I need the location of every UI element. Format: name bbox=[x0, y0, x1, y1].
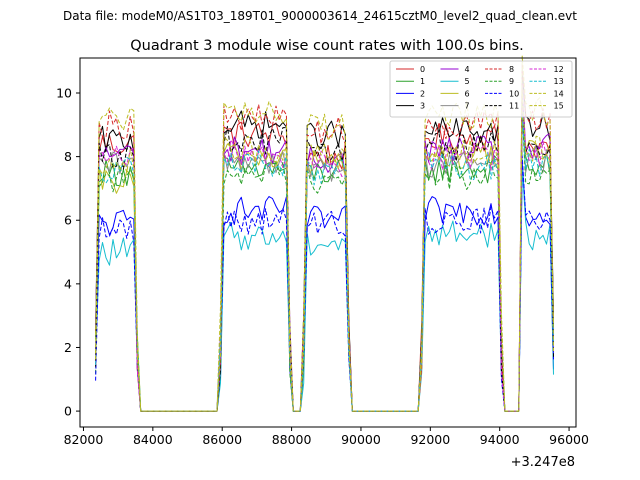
series-line-6 bbox=[95, 108, 554, 412]
y-tick-label: 6 bbox=[64, 213, 72, 228]
series-line-14 bbox=[95, 55, 554, 412]
x-offset-label: +3.247e8 bbox=[511, 455, 575, 470]
legend-label: 13 bbox=[554, 77, 564, 86]
legend-label: 8 bbox=[509, 65, 514, 74]
series-line-4 bbox=[95, 83, 554, 412]
series-line-5 bbox=[95, 167, 554, 412]
legend-label: 6 bbox=[465, 89, 470, 98]
y-tick-label: 8 bbox=[64, 149, 72, 164]
series-line-10 bbox=[95, 155, 554, 412]
axes-frame bbox=[79, 57, 577, 428]
series-line-15 bbox=[95, 88, 554, 412]
legend-label: 5 bbox=[465, 77, 470, 86]
x-tick-label: 96000 bbox=[549, 432, 589, 447]
legend-label: 2 bbox=[420, 89, 425, 98]
series-line-1 bbox=[95, 118, 554, 412]
series-line-11 bbox=[95, 102, 554, 412]
y-tick-label: 10 bbox=[56, 85, 72, 100]
legend-label: 9 bbox=[509, 77, 514, 86]
legend-label: 11 bbox=[509, 102, 519, 111]
data-file-label: Data file: modeM0/AS1T03_189T01_90000036… bbox=[63, 9, 577, 23]
x-tick-label: 94000 bbox=[480, 432, 520, 447]
x-tick-label: 90000 bbox=[341, 432, 381, 447]
series-line-13 bbox=[95, 111, 554, 412]
legend-label: 14 bbox=[554, 89, 564, 98]
axis-ticks: 82000 84000 86000 88000 90000 92000 94000 96000… bbox=[56, 85, 589, 447]
chart-title: Quadrant 3 module wise count rates with … bbox=[130, 38, 524, 54]
x-tick-label: 86000 bbox=[202, 432, 242, 447]
legend-label: 10 bbox=[509, 89, 519, 98]
series-line-9 bbox=[95, 112, 554, 412]
legend-label: 7 bbox=[465, 102, 470, 111]
legend-label: 0 bbox=[420, 65, 425, 74]
series-line-3 bbox=[95, 69, 554, 412]
legend-label: 4 bbox=[465, 65, 470, 74]
legend-label: 15 bbox=[554, 102, 564, 111]
series-line-12 bbox=[95, 107, 554, 412]
legend-label: 12 bbox=[554, 65, 564, 74]
legend-label: 1 bbox=[420, 77, 425, 86]
y-tick-label: 0 bbox=[64, 404, 72, 419]
y-tick-label: 4 bbox=[64, 276, 72, 291]
series-line-2 bbox=[95, 160, 554, 412]
y-tick-label: 2 bbox=[64, 340, 72, 355]
x-tick-label: 92000 bbox=[410, 432, 450, 447]
x-tick-label: 84000 bbox=[133, 432, 173, 447]
legend-frame bbox=[389, 60, 573, 118]
series-line-0 bbox=[95, 104, 554, 412]
x-tick-label: 88000 bbox=[272, 432, 312, 447]
x-tick-label: 82000 bbox=[64, 432, 104, 447]
legend-label: 3 bbox=[420, 102, 425, 111]
